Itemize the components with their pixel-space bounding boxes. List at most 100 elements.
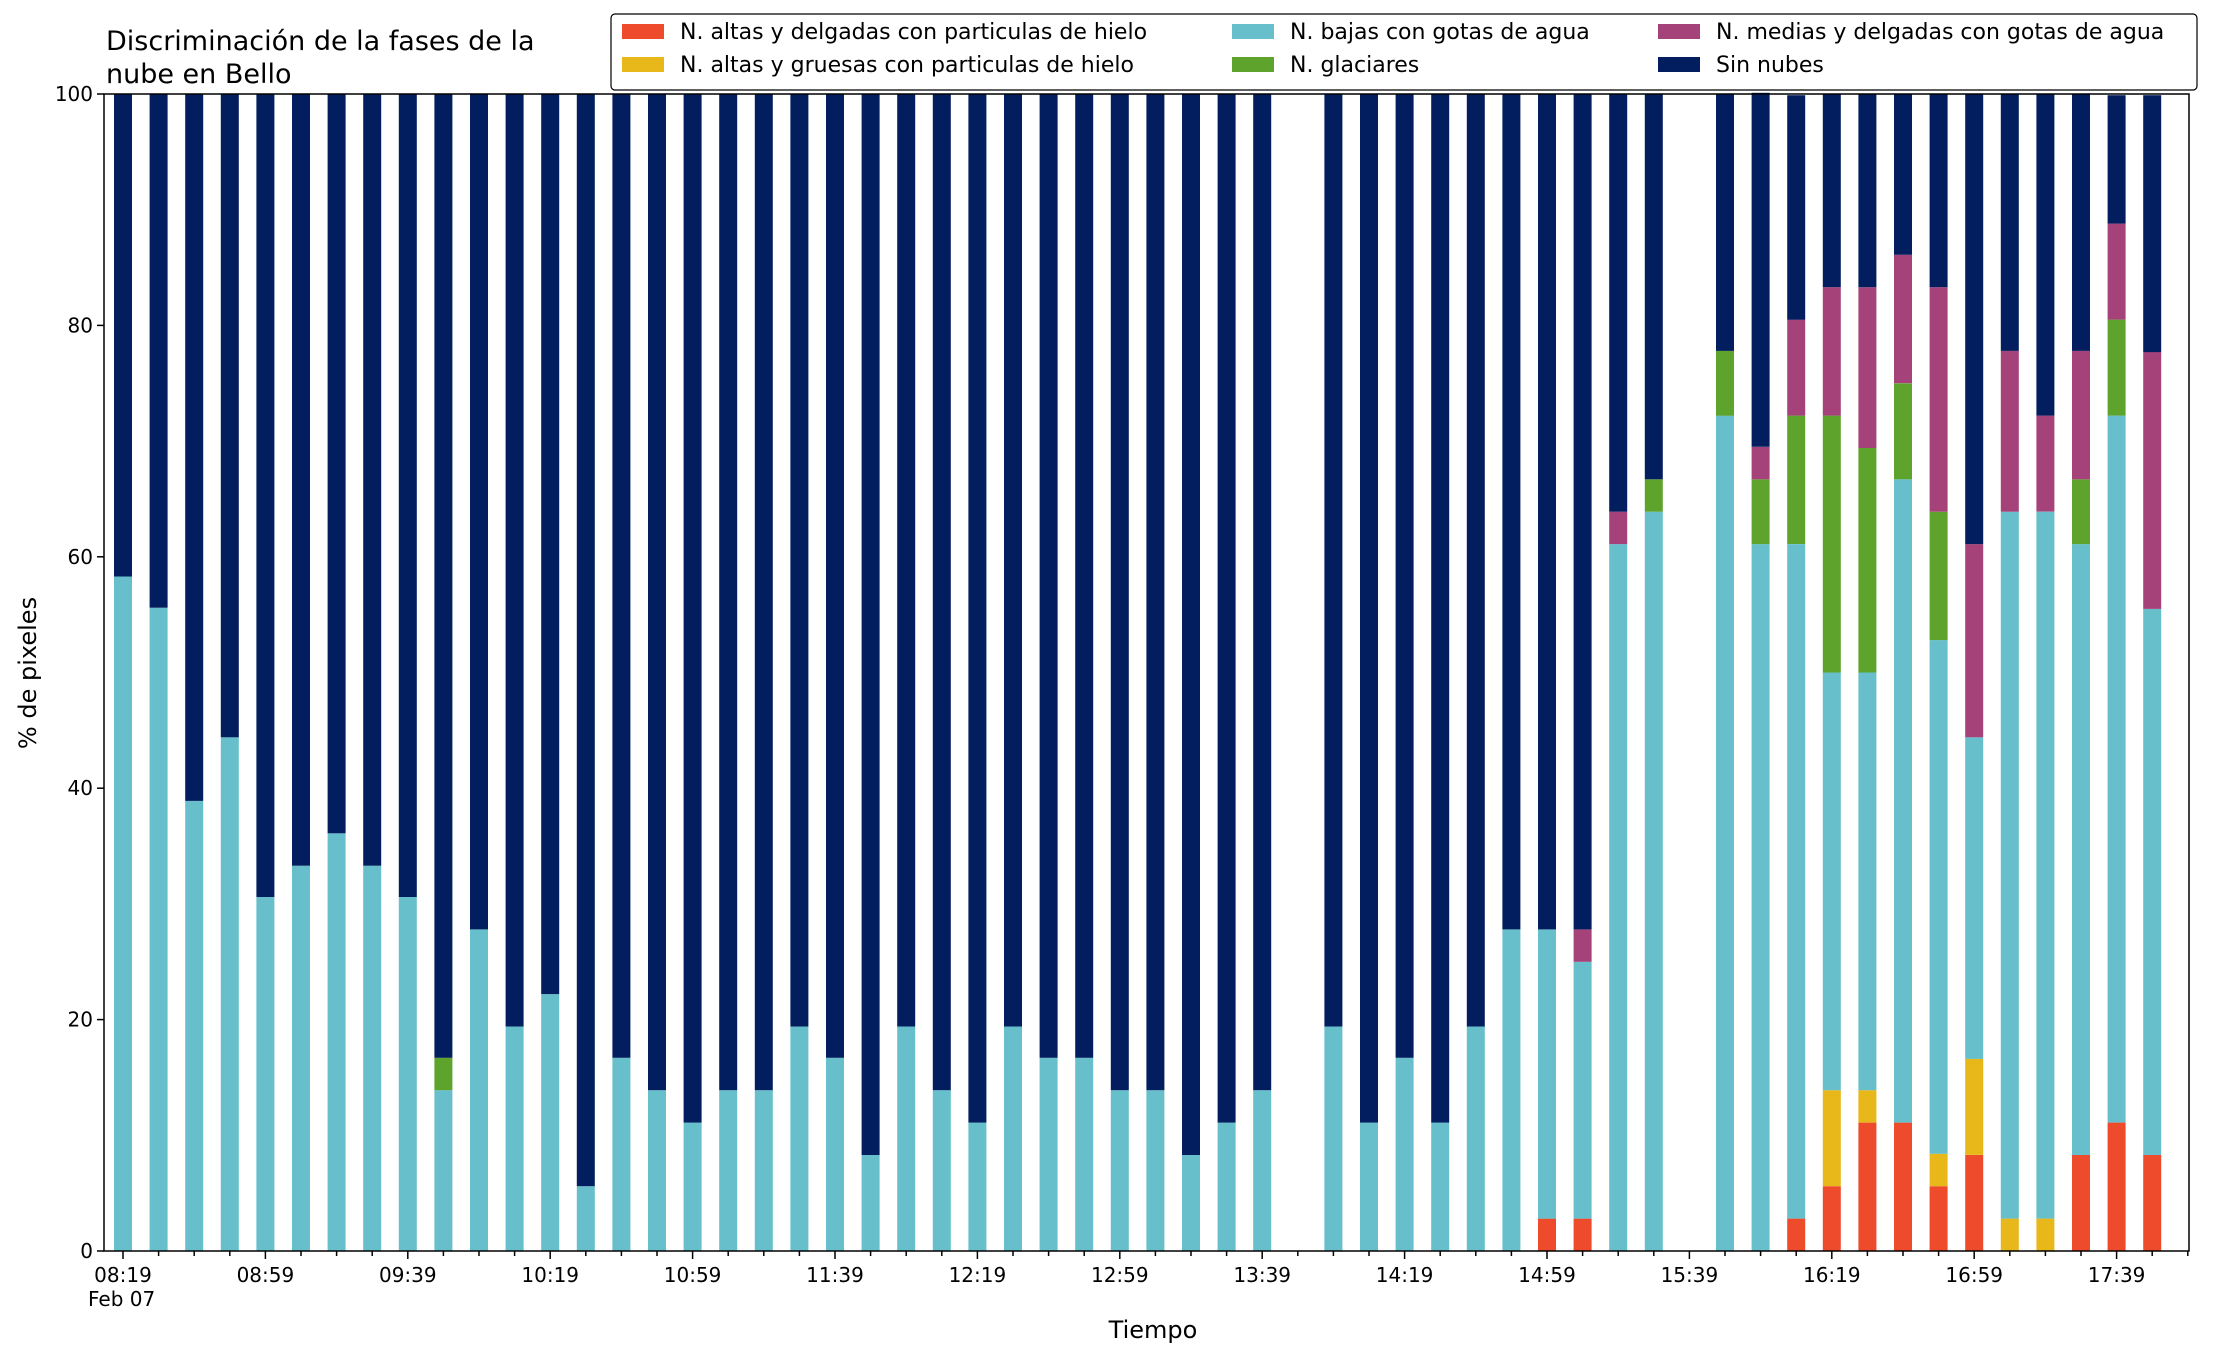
bar-segment-2-6 (327, 833, 346, 1251)
bar-segment-5-27 (1075, 94, 1094, 1058)
x-tick-label-13: 16:59 (1945, 1263, 2003, 1287)
bar-segment-1-54 (2036, 1218, 2055, 1251)
bar-segment-5-19 (790, 94, 809, 1027)
bar-segment-2-35 (1360, 1122, 1378, 1251)
bar-segment-5-31 (1217, 94, 1236, 1123)
bar-segment-2-9 (434, 1090, 453, 1251)
x-tick-label-0: 08:19 (94, 1263, 152, 1287)
x-tick-label-3: 10:19 (521, 1263, 579, 1287)
bar-segment-5-22 (897, 94, 916, 1027)
bar-segment-3-55 (2072, 479, 2090, 545)
bar-segment-2-8 (398, 897, 417, 1251)
bar-segment-5-12 (541, 94, 560, 995)
legend-label-5: Sin nubes (1716, 53, 1824, 78)
x-tick-label-2: 09:39 (379, 1263, 437, 1287)
bar-segment-2-42 (1609, 544, 1628, 1251)
x-tick-label-12: 16:19 (1803, 1263, 1861, 1287)
bar-segment-0-47 (1787, 1218, 1806, 1251)
bar-segment-4-53 (2000, 350, 2019, 512)
legend-label-0: N. altas y delgadas con particulas de hi… (680, 20, 1147, 45)
bar-segment-2-36 (1395, 1057, 1414, 1251)
bar-segment-5-3 (220, 94, 239, 738)
bar-segment-5-1 (149, 94, 168, 608)
bar-segment-5-17 (719, 94, 738, 1091)
legend-swatch-3 (1232, 57, 1274, 72)
bar-segment-2-17 (719, 1090, 738, 1251)
x-tick-label-14: 17:39 (2088, 1263, 2146, 1287)
bar-segment-2-7 (363, 865, 382, 1251)
bar-segment-5-4 (256, 94, 275, 897)
bar-segment-5-38 (1466, 94, 1485, 1027)
x-tick-label-5: 11:39 (806, 1263, 864, 1287)
x-tick-label-4: 10:59 (664, 1263, 722, 1287)
bar-segment-2-15 (648, 1090, 666, 1251)
y-tick-label-20: 20 (68, 1008, 93, 1032)
bar-segment-2-1 (149, 607, 168, 1251)
bar-segment-4-47 (1787, 319, 1806, 416)
bar-segment-5-26 (1039, 94, 1058, 1058)
y-axis: 0 20 40 60 80 100 (55, 82, 104, 1263)
x-tick-label-6: 12:19 (949, 1263, 1007, 1287)
bar-segment-5-21 (861, 94, 880, 1155)
bar-segment-2-16 (683, 1122, 702, 1251)
bar-segment-2-55 (2072, 544, 2090, 1155)
y-axis-label: % de pixeles (14, 597, 42, 749)
x-tick-label-11: 15:39 (1661, 1263, 1719, 1287)
bar-segment-2-38 (1466, 1026, 1485, 1251)
x-tick-label-8: 13:39 (1233, 1263, 1291, 1287)
bar-segment-4-49 (1858, 287, 1877, 448)
x-tick-label-9: 14:19 (1376, 1263, 1434, 1287)
bar-segment-2-32 (1253, 1090, 1272, 1251)
bar-segment-2-56 (2107, 415, 2126, 1123)
bar-segment-1-49 (1858, 1090, 1877, 1123)
bar-segment-5-11 (505, 94, 524, 1027)
bar-segment-2-10 (470, 929, 488, 1251)
chart-title-line-1: Discriminación de la fases de la (106, 26, 535, 57)
legend-swatch-2 (1232, 24, 1274, 39)
bar-segment-5-2 (185, 94, 204, 801)
bar-segment-2-46 (1751, 544, 1770, 1251)
bar-segment-2-21 (861, 1155, 880, 1251)
bar-segment-2-3 (220, 737, 239, 1251)
bar-segment-0-41 (1573, 1218, 1592, 1251)
legend: N. altas y delgadas con particulas de hi… (610, 13, 2198, 91)
bar-segment-2-4 (256, 897, 275, 1251)
bar-segment-5-36 (1395, 94, 1414, 1058)
bar-segment-3-48 (1822, 415, 1841, 673)
bar-segment-2-12 (541, 994, 560, 1251)
y-tick-label-100: 100 (55, 82, 93, 106)
bar-segment-5-54 (2036, 94, 2055, 416)
x-tick-label-10: 14:59 (1518, 1263, 1576, 1287)
bar-segment-5-23 (932, 94, 951, 1091)
bar-segment-2-24 (968, 1122, 987, 1251)
bar-segment-2-51 (1929, 640, 1948, 1154)
bar-segment-0-48 (1822, 1186, 1841, 1251)
bar-segment-2-40 (1538, 929, 1556, 1219)
bar-segment-0-56 (2107, 1122, 2126, 1251)
x-date-label: Feb 07 (88, 1287, 155, 1311)
bar-segment-5-0 (114, 94, 132, 577)
bar-segment-2-19 (790, 1026, 809, 1251)
legend-swatch-5 (1658, 57, 1700, 72)
bar-segment-3-49 (1858, 448, 1877, 673)
bar-segment-5-56 (2107, 95, 2126, 224)
bar-segment-3-51 (1929, 511, 1948, 641)
bar-segment-4-56 (2107, 223, 2126, 320)
bar-segment-5-15 (648, 94, 666, 1091)
bar-segment-3-45 (1716, 350, 1734, 416)
bar-segment-2-30 (1182, 1155, 1200, 1251)
bar-segment-1-52 (1965, 1058, 1984, 1155)
bar-segment-5-20 (826, 94, 844, 1058)
bar-segment-5-42 (1609, 94, 1628, 512)
bar-segment-2-14 (612, 1057, 631, 1251)
bar-segment-5-41 (1573, 94, 1592, 930)
x-axis-label: Tiempo (1108, 1316, 1198, 1344)
bar-segment-2-22 (897, 1026, 916, 1251)
bar-segment-2-23 (932, 1090, 951, 1251)
bar-segment-5-39 (1502, 94, 1521, 930)
bar-segment-5-18 (754, 94, 773, 1091)
bar-segment-2-34 (1324, 1026, 1343, 1251)
bar-segment-4-50 (1894, 254, 1912, 384)
bar-segment-5-34 (1324, 94, 1343, 1027)
